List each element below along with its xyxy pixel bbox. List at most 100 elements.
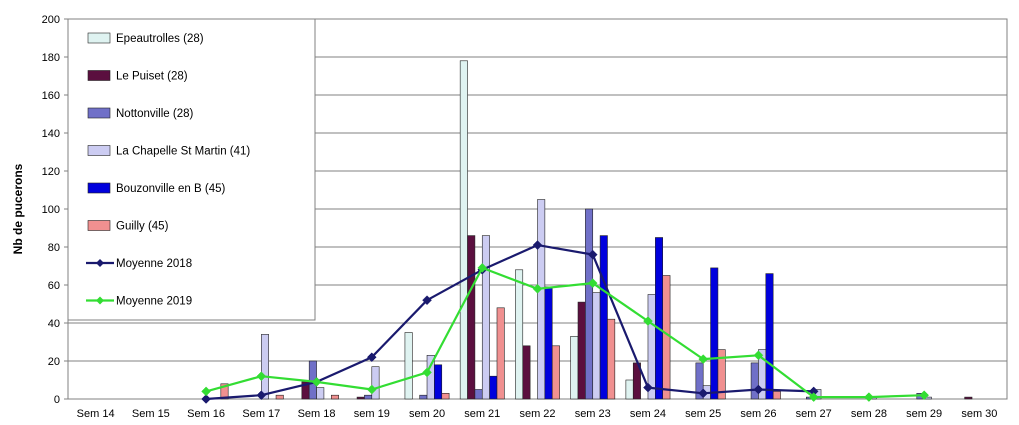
bar-2-6: [419, 394, 428, 400]
bar-1-9: [577, 301, 586, 400]
legend-marker-6: [96, 259, 104, 267]
line-point-0-9: [698, 388, 709, 399]
bar-5-4: [330, 394, 339, 400]
line-point-1-13: [919, 390, 930, 401]
x-tick-label: Sem 16: [187, 408, 225, 420]
x-tick-label: Sem 17: [242, 408, 280, 420]
bar-2-7: [474, 389, 483, 400]
line-point-1-11: [808, 392, 819, 402]
legend-label: La Chapelle St Martin (41): [116, 146, 250, 158]
x-tick-label: sem 22: [519, 408, 555, 420]
x-tick-label: sem 25: [685, 408, 721, 420]
legend: Epeautrolles (28) Le Puiset (28) Nottonvil…: [67, 18, 316, 321]
line-point-1-6: [532, 283, 543, 294]
bar-2-9: [585, 208, 594, 400]
legend-marker-7: [96, 296, 104, 305]
bar-2-11: [695, 362, 704, 400]
x-tick-label: sem 20: [409, 408, 445, 420]
bar-4-6: [434, 364, 443, 400]
line-point-0-6: [532, 240, 543, 250]
x-tick-label: sem 30: [961, 408, 997, 420]
x-tick-label: Sem 15: [132, 408, 170, 420]
y-tick-label: 100: [42, 204, 60, 216]
y-tick-label: 120: [42, 166, 60, 178]
bar-5-6: [441, 392, 450, 400]
bar-4-7: [489, 375, 498, 400]
y-tick-label: 40: [48, 318, 60, 330]
y-tick-label: 200: [42, 14, 60, 26]
y-tick-label: 140: [42, 128, 60, 140]
line-point-1-10: [753, 350, 764, 361]
legend-box: [67, 18, 316, 321]
bar-5-7: [496, 307, 505, 400]
line-point-0-0: [201, 394, 211, 404]
y-tick-label: 20: [48, 356, 60, 368]
line-point-1-7: [587, 278, 598, 288]
bar-5-11: [717, 349, 726, 400]
legend-label: Guilly (45): [116, 221, 169, 233]
bar-3-10: [647, 294, 656, 400]
bar-3-8: [537, 199, 546, 400]
bar-3-3: [261, 334, 269, 400]
line-series-0: [206, 244, 814, 401]
bar-4-11: [710, 267, 719, 400]
legend-label: Le Puiset (28): [116, 71, 188, 83]
line-series-group: [201, 240, 930, 404]
line-point-1-5: [477, 263, 488, 273]
x-tick-label: sem 26: [740, 408, 776, 420]
bar-2-12: [750, 362, 759, 400]
x-tick-label: sem 23: [575, 408, 611, 420]
bar-1-8: [522, 345, 531, 400]
legend-swatch-0: [87, 32, 111, 44]
line-series-1: [205, 266, 925, 399]
line-point-0-10: [753, 384, 764, 395]
legend-swatch-1: [87, 70, 111, 81]
y-tick-label: 80: [48, 242, 60, 254]
legend-label: Moyenne 2018: [116, 258, 192, 270]
bar-5-12: [772, 391, 781, 400]
bar-1-7: [467, 235, 476, 400]
line-point-0-4: [422, 295, 432, 306]
bar-4-12: [765, 273, 774, 400]
bar-3-9: [592, 292, 601, 400]
y-axis-title: Nb de pucerons: [11, 163, 25, 254]
line-point-1-1: [256, 371, 267, 382]
line-point-0-1: [256, 390, 267, 401]
bar-2-5: [364, 394, 373, 400]
bar-1-16: [964, 396, 973, 400]
x-tick-label: sem 28: [851, 408, 887, 420]
bar-5-9: [607, 318, 616, 400]
bar-3-4: [316, 387, 325, 400]
bar-4-9: [599, 235, 608, 400]
x-tick-label: sem 21: [464, 408, 500, 420]
bar-5-8: [551, 345, 560, 400]
bar-5-3: [275, 394, 284, 400]
legend-label: Nottonville (28): [116, 108, 194, 120]
bar-3-7: [481, 235, 490, 400]
bar-0-9: [570, 335, 579, 400]
legend-swatch-2: [87, 107, 111, 119]
x-tick-label: Sem 18: [298, 408, 336, 420]
y-tick-label: 0: [54, 394, 60, 406]
line-point-1-2: [311, 377, 322, 387]
x-tick-label: Sem 14: [77, 408, 115, 420]
bar-3-5: [371, 366, 380, 400]
legend-swatch-4: [87, 182, 111, 194]
line-point-1-3: [366, 384, 377, 395]
y-axis-ticks: 0 20 40 60 80 100 120 140 160 180 200: [42, 14, 68, 406]
line-point-0-8: [643, 382, 653, 393]
y-tick-label: 60: [48, 280, 60, 292]
bar-5-10: [662, 275, 671, 400]
bar-series-group: [220, 60, 973, 400]
legend-label: Moyenne 2019: [116, 296, 192, 308]
bar-0-10: [625, 379, 634, 400]
y-tick-label: 180: [42, 52, 60, 64]
x-axis-ticks: Sem 14 Sem 15 Sem 16 Sem 17 Sem 18 sem 19 sem …: [77, 408, 998, 420]
x-tick-label: sem 27: [796, 408, 832, 420]
line-point-1-8: [643, 316, 653, 326]
line-point-1-12: [864, 392, 874, 402]
x-tick-label: sem 24: [630, 408, 666, 420]
line-point-1-9: [698, 354, 709, 364]
x-tick-label: sem 29: [906, 408, 942, 420]
